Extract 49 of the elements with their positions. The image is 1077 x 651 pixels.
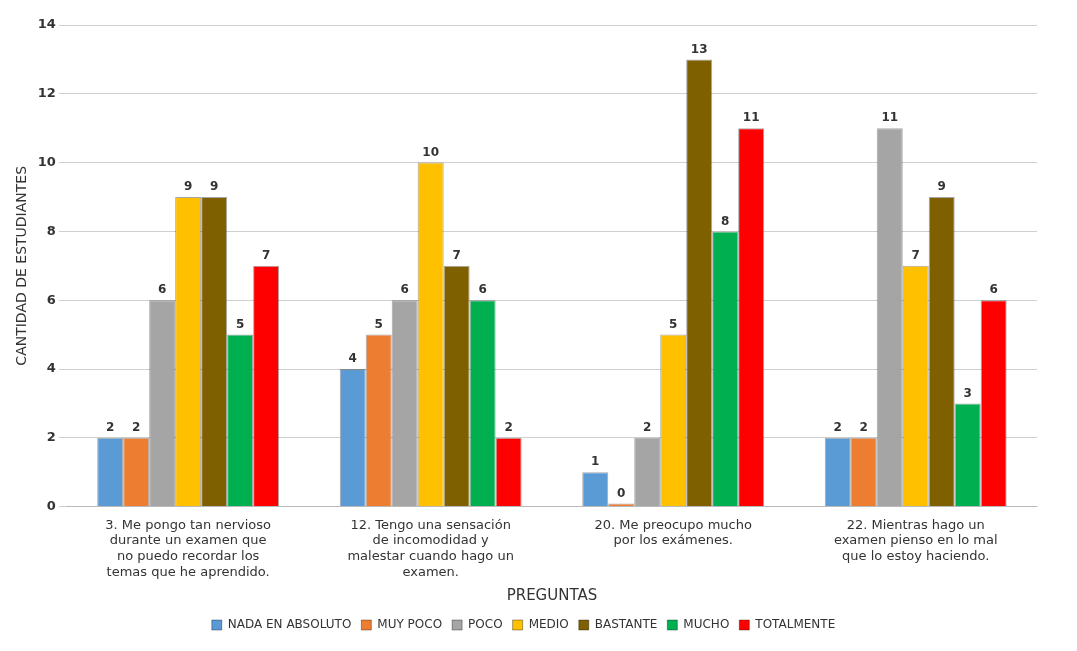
data-label: 4 <box>348 351 357 366</box>
data-label: 2 <box>106 419 115 434</box>
y-tick-label: 2 <box>46 429 56 445</box>
data-label: 6 <box>989 282 998 297</box>
data-label: 13 <box>690 41 708 56</box>
legend-label: MUY POCO <box>377 617 443 632</box>
data-label: 1 <box>591 454 600 469</box>
data-label: 6 <box>400 282 409 297</box>
legend-label: NADA EN ABSOLUTO <box>227 617 352 632</box>
y-tick-label: 0 <box>46 497 56 513</box>
data-label: 0 <box>617 485 626 500</box>
data-label: 6 <box>157 282 167 297</box>
data-label: 9 <box>209 179 219 194</box>
y-tick-label: 8 <box>46 222 56 238</box>
data-label: 2 <box>132 419 141 434</box>
data-label: 2 <box>504 419 513 434</box>
data-label: 11 <box>742 110 760 125</box>
data-label: 2 <box>833 419 842 434</box>
x-tick-label: 22. Mientras hago un examen pienso en lo mal que lo estoy haciendo. <box>833 516 998 563</box>
x-axis-title: PREGUNTAS <box>506 585 598 604</box>
y-tick-label: 10 <box>37 153 56 169</box>
x-tick-label: 20. Me preocupo mucho por los exámenes. <box>594 516 752 548</box>
data-label: 5 <box>235 316 245 331</box>
y-tick-label: 6 <box>46 291 56 307</box>
data-label: 6 <box>478 282 487 297</box>
data-label: 2 <box>859 419 868 434</box>
data-label: 7 <box>452 247 461 262</box>
data-label: 9 <box>183 179 193 194</box>
data-label: 5 <box>374 316 383 331</box>
y-tick-label: 14 <box>37 16 56 32</box>
data-label: 8 <box>721 213 730 228</box>
legend-label: BASTANTE <box>594 617 658 632</box>
y-tick-label: 12 <box>37 85 56 101</box>
data-label: 3 <box>963 385 972 400</box>
y-axis-title: CANTIDAD DE ESTUDIANTES <box>13 165 30 366</box>
data-label: 2 <box>643 419 652 434</box>
legend-label: POCO <box>468 617 503 632</box>
x-tick-label: 12. Tengo una sensación de incomodidad y malestar cuando hago un examen. <box>347 516 514 579</box>
data-label: 11 <box>881 110 899 125</box>
legend-label: MUCHO <box>683 617 730 632</box>
data-label: 5 <box>669 316 678 331</box>
data-label: 10 <box>422 144 440 159</box>
x-tick-label: 3. Me pongo tan nervioso durante un examen que no puedo recordar los temas que he aprendido. <box>105 516 272 579</box>
data-label: 7 <box>911 247 920 262</box>
legend-label: TOTALMENTE <box>754 617 836 632</box>
data-label: 9 <box>937 179 946 194</box>
data-label: 7 <box>261 247 271 262</box>
y-tick-label: 4 <box>46 360 56 376</box>
legend-label: MEDIO <box>528 617 569 632</box>
